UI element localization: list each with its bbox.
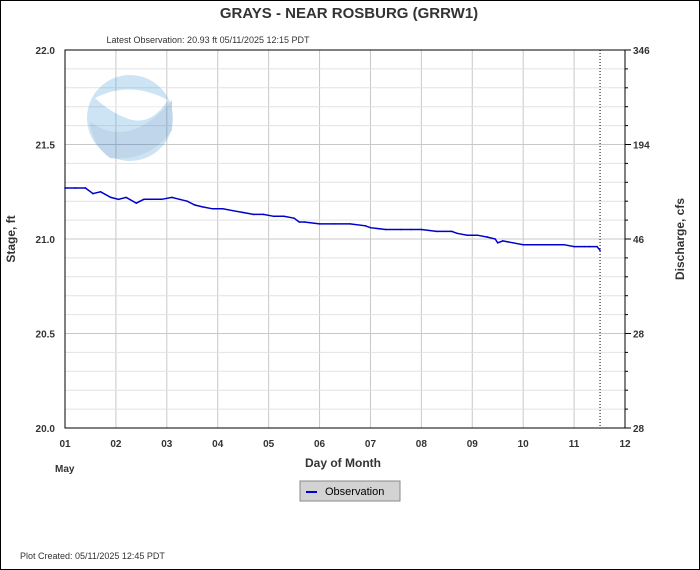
data-point bbox=[537, 243, 540, 246]
y-tick-label: 20.0 bbox=[36, 424, 56, 435]
data-point bbox=[110, 196, 112, 199]
data-point bbox=[194, 204, 196, 206]
data-point bbox=[143, 198, 145, 201]
data-point bbox=[298, 221, 300, 223]
data-point bbox=[303, 221, 306, 223]
data-point bbox=[74, 187, 76, 189]
data-point bbox=[272, 215, 275, 218]
x-tick-label: 08 bbox=[416, 439, 428, 450]
y-tick-label: 21.0 bbox=[36, 235, 56, 246]
grid-lines bbox=[64, 49, 626, 429]
x-axis-label: Day of Month bbox=[305, 456, 381, 470]
data-point bbox=[125, 196, 127, 199]
plot-created-footer: Plot Created: 05/11/2025 12:45 PDT bbox=[20, 551, 165, 561]
y-tick-label: 22.0 bbox=[36, 46, 56, 57]
data-point bbox=[563, 243, 565, 246]
data-point bbox=[211, 207, 214, 210]
x-tick-label: 01 bbox=[59, 439, 71, 450]
data-point bbox=[384, 228, 387, 231]
noaa-logo: NOAA bbox=[87, 75, 173, 161]
x-tick-label: 09 bbox=[467, 439, 479, 450]
data-point bbox=[420, 228, 423, 231]
y2-tick-label: 46 bbox=[633, 235, 645, 246]
data-point bbox=[502, 240, 504, 242]
data-point bbox=[84, 187, 87, 189]
x-tick-label: 12 bbox=[619, 439, 631, 450]
data-point bbox=[99, 190, 102, 193]
data-point bbox=[583, 245, 586, 248]
data-point bbox=[349, 223, 351, 225]
data-point bbox=[252, 213, 255, 216]
series-layer bbox=[64, 187, 601, 252]
data-point bbox=[456, 232, 458, 235]
x-tick-label: 06 bbox=[314, 439, 326, 450]
y2-tick-label: 28 bbox=[633, 330, 645, 341]
data-point bbox=[486, 236, 489, 238]
data-point bbox=[435, 230, 438, 233]
data-point bbox=[599, 249, 601, 252]
data-point bbox=[201, 206, 204, 208]
y2-tick-label: 346 bbox=[633, 46, 650, 57]
svg-text:NOAA: NOAA bbox=[108, 91, 152, 108]
data-point bbox=[573, 245, 575, 248]
x-tick-label: 10 bbox=[518, 439, 530, 450]
data-point bbox=[369, 226, 372, 229]
data-point bbox=[92, 192, 94, 195]
data-point bbox=[552, 243, 555, 246]
data-point bbox=[283, 215, 285, 218]
y2-tick-labels: 28 28 46 194 346 bbox=[625, 46, 650, 435]
data-point bbox=[262, 213, 265, 216]
data-point bbox=[293, 217, 295, 220]
data-point bbox=[150, 198, 153, 201]
x-tick-label: 07 bbox=[365, 439, 377, 450]
x-tick-label: 03 bbox=[161, 439, 173, 450]
chart-subtitle: Latest Observation: 20.93 ft 05/11/2025 … bbox=[107, 35, 310, 45]
data-point bbox=[186, 200, 188, 202]
y-tick-label: 20.5 bbox=[36, 330, 56, 341]
y2-axis-label: Discharge, cfs bbox=[673, 198, 687, 280]
y-tick-label: 21.5 bbox=[36, 141, 56, 152]
data-point bbox=[242, 211, 244, 214]
data-point bbox=[160, 198, 163, 201]
data-point bbox=[451, 230, 453, 233]
y2-tick-label: 28 bbox=[633, 424, 645, 435]
x-tick-labels: 01 02 03 04 05 06 07 08 09 10 11 12 bbox=[59, 439, 631, 450]
data-point bbox=[522, 243, 524, 246]
legend-box bbox=[299, 480, 401, 502]
data-point bbox=[318, 223, 321, 225]
data-point bbox=[400, 228, 402, 231]
data-point bbox=[596, 245, 598, 248]
y2-tick-label: 194 bbox=[633, 141, 650, 152]
data-point bbox=[512, 241, 514, 244]
data-point bbox=[494, 238, 496, 240]
data-point bbox=[547, 243, 550, 246]
data-point bbox=[476, 234, 479, 237]
data-point bbox=[410, 228, 412, 231]
x-tick-label: 11 bbox=[569, 439, 580, 450]
x-tick-label: 04 bbox=[212, 439, 224, 450]
data-point bbox=[222, 207, 224, 210]
data-point bbox=[117, 198, 120, 201]
data-point bbox=[178, 198, 181, 201]
data-point bbox=[588, 245, 591, 248]
data-point bbox=[171, 196, 173, 199]
month-label: May bbox=[55, 464, 75, 475]
data-point bbox=[496, 241, 499, 244]
x-tick-label: 05 bbox=[263, 439, 275, 450]
y-axis-label: Stage, ft bbox=[4, 215, 18, 262]
chart-title: GRAYS - NEAR ROSBURG (GRRW1) bbox=[220, 5, 478, 22]
data-point bbox=[466, 234, 468, 237]
data-point bbox=[135, 202, 138, 204]
x-tick-label: 02 bbox=[110, 439, 122, 450]
data-point bbox=[364, 224, 367, 227]
data-point bbox=[334, 223, 336, 225]
legend-label: Observation bbox=[325, 486, 384, 498]
data-point bbox=[232, 209, 234, 212]
legend: Observation bbox=[299, 480, 401, 502]
y-tick-labels: 20.0 20.5 21.0 21.5 22.0 bbox=[36, 46, 56, 435]
